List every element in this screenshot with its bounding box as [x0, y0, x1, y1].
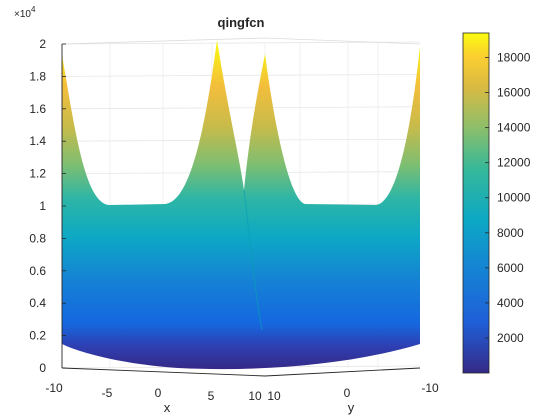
z-tick-label: 0.4 — [29, 296, 46, 310]
chart-title: qingfcn — [218, 15, 265, 30]
x-tick-label: -10 — [45, 381, 63, 395]
z-tick-label: 1.4 — [29, 134, 46, 148]
base-axis-line — [61, 367, 421, 377]
y-axis-label: y — [348, 400, 355, 415]
colorbar-tick-label: 4000 — [497, 296, 524, 310]
z-tick-label: 0.2 — [29, 329, 46, 343]
z-tick-label: 0.8 — [29, 231, 46, 245]
surface-fill — [62, 40, 420, 370]
colorbar-tick-label: 16000 — [497, 86, 531, 100]
x-axis-ticks: -10 -5 0 5 10 — [45, 381, 262, 403]
colorbar-tick-label: 8000 — [497, 226, 524, 240]
y-axis-ticks: 10 0 -10 — [267, 381, 439, 403]
y-tick-label: -10 — [421, 381, 439, 395]
colorbar-tick-label: 10000 — [497, 191, 531, 205]
y-tick-label: 0 — [344, 386, 351, 400]
y-tick-label: 10 — [267, 389, 281, 403]
x-tick-label: -5 — [102, 386, 113, 400]
z-exponent-base: ×10 — [14, 9, 31, 20]
z-exponent-label: ×104 — [14, 5, 36, 20]
z-tick-label: 0.6 — [29, 264, 46, 278]
grid-line — [61, 74, 421, 77]
surface-plot — [62, 40, 420, 370]
x-tick-label: 10 — [248, 389, 262, 403]
colorbar-gradient — [462, 32, 490, 374]
grid-line — [61, 106, 421, 110]
x-tick-label: 0 — [155, 386, 162, 400]
z-tick-label: 1.6 — [29, 102, 46, 116]
grid-line — [61, 37, 421, 45]
z-exponent-power: 4 — [31, 5, 36, 14]
colorbar-tick-label: 2000 — [497, 331, 524, 345]
x-axis-label: x — [164, 400, 171, 415]
surface-fold-shading — [243, 189, 263, 331]
z-tick-label: 0 — [39, 361, 46, 375]
colorbar-tick-label: 14000 — [497, 121, 531, 135]
grid-line — [61, 138, 421, 142]
z-axis-ticks: 0 0.2 0.4 0.6 0.8 1 1.2 1.4 1.6 1.8 2 — [29, 37, 66, 375]
x-tick-label: 5 — [208, 389, 215, 403]
z-tick-label: 1.8 — [29, 69, 46, 83]
colorbar-tick-label: 12000 — [497, 156, 531, 170]
grid-line — [61, 41, 421, 45]
colorbar: 2000 4000 6000 8000 10000 12000 14000 16000 1800… — [462, 32, 531, 374]
colorbar-tick-label: 6000 — [497, 261, 524, 275]
colorbar-ticks: 2000 4000 6000 8000 10000 12000 14000 16000 1800… — [485, 51, 531, 345]
z-tick-label: 1 — [39, 199, 46, 213]
z-tick-label: 1.2 — [29, 167, 46, 181]
z-tick-label: 2 — [39, 37, 46, 51]
colorbar-tick-label: 18000 — [497, 51, 531, 65]
